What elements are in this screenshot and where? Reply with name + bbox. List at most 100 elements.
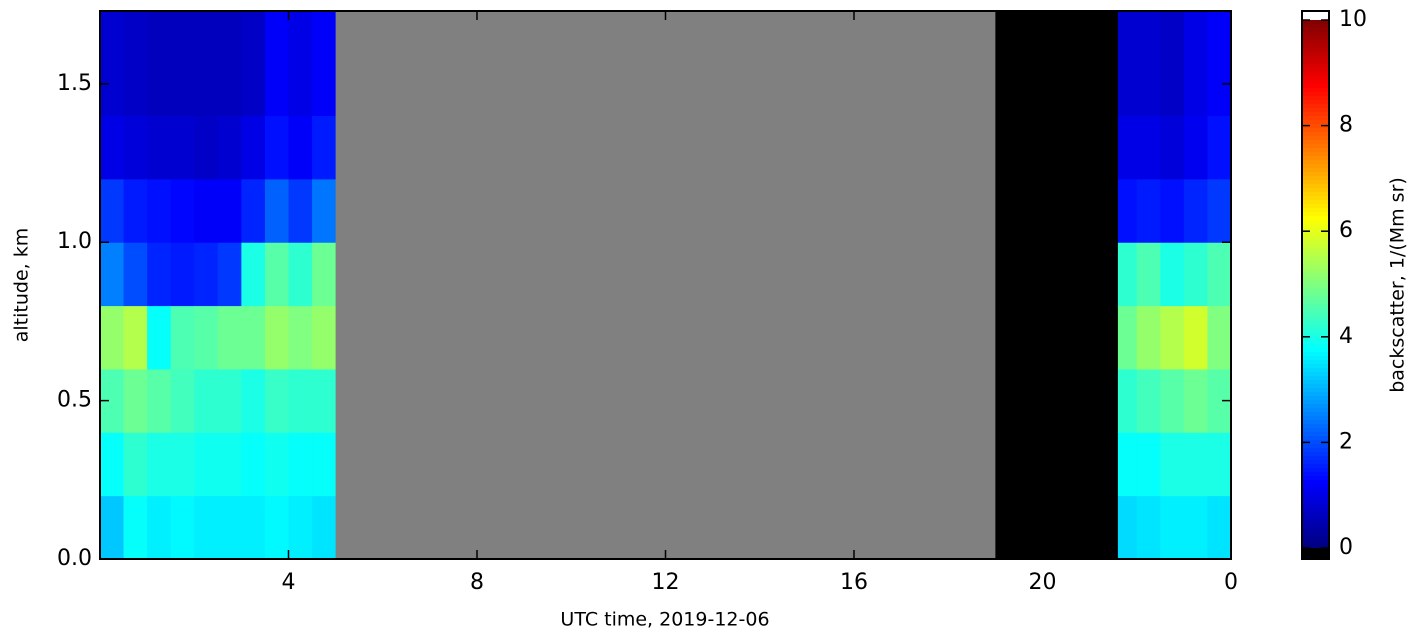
heatmap-cell [288,11,313,117]
colorbar-swatch [1302,312,1329,317]
heatmap-cell [100,178,125,243]
heatmap-cell [194,432,219,497]
colorbar-tick-label: 10 [1339,7,1367,32]
colorbar-swatch [1302,476,1329,481]
heatmap-cell [1117,305,1138,370]
heatmap-cell [312,368,337,433]
heatmap-cell [995,368,1119,433]
heatmap-cell [1117,368,1138,433]
colorbar-swatch [1302,448,1329,453]
colorbar-swatch [1302,244,1329,249]
colorbar-swatch [1302,420,1329,425]
y-tick-label: 1.5 [57,71,92,96]
y-axis-label: altitude, km [11,228,33,342]
heatmap-cell [100,115,125,180]
x-tick-label: 12 [652,570,680,595]
colorbar-swatch [1302,168,1329,173]
colorbar-swatch [1302,48,1329,53]
colorbar-swatch [1302,76,1329,81]
colorbar-swatch [1302,392,1329,397]
colorbar-swatch [1302,128,1329,133]
colorbar-swatch [1302,220,1329,225]
heatmap-cell [1207,432,1232,497]
colorbar-swatch [1302,44,1329,49]
colorbar-swatch [1302,240,1329,245]
heatmap-cell [147,368,172,433]
heatmap-cell [170,368,195,433]
heatmap-cell [241,305,266,370]
heatmap-cell [264,495,289,560]
heatmap-cell [1117,432,1138,497]
colorbar-swatch [1302,288,1329,293]
colorbar-frame [1301,10,1330,560]
colorbar-swatch [1302,296,1329,301]
colorbar-swatch [1302,208,1329,213]
colorbar-swatch [1302,472,1329,477]
colorbar-swatch [1302,404,1329,409]
heatmap-cell [170,305,195,370]
colorbar-swatch [1302,336,1329,341]
heatmap-cell [1117,115,1138,180]
colorbar-swatch [1302,416,1329,421]
colorbar-swatch [1302,248,1329,253]
x-tick-label: 4 [282,570,296,595]
colorbar-swatch [1302,64,1329,69]
colorbar-swatch [1302,24,1329,29]
y-tick-label: 0.5 [57,388,92,413]
heatmap-cell [1183,432,1208,497]
colorbar-swatch [1302,60,1329,65]
colorbar-swatch [1302,28,1329,33]
colorbar-swatch [1302,212,1329,217]
colorbar-swatch [1302,144,1329,149]
heatmap-cell [123,242,148,307]
heatmap-cell [170,11,195,117]
colorbar-over [1302,11,1329,20]
colorbar-swatch [1302,528,1329,533]
colorbar-label: backscatter, 1/(Mm sr) [1387,177,1409,393]
heatmap-cell [194,305,219,370]
heatmap-cell [1183,495,1208,560]
heatmap-cell [1160,178,1185,243]
heatmap-cell [264,11,289,117]
heatmap-cell [147,305,172,370]
heatmap-cell [335,495,996,560]
heatmap-cell [241,178,266,243]
colorbar-swatch [1302,256,1329,261]
colorbar-swatch [1302,504,1329,509]
colorbar-swatch [1302,384,1329,389]
heatmap-cell [241,368,266,433]
colorbar-swatch [1302,40,1329,45]
heatmap-cell [335,432,996,497]
heatmap-cell [123,368,148,433]
colorbar-swatch [1302,176,1329,181]
colorbar-swatch [1302,20,1329,25]
heatmap-cell [123,11,148,117]
heatmap-cell [241,242,266,307]
heatmap-cell [1136,242,1161,307]
heatmap-cell [1207,178,1232,243]
colorbar-swatch [1302,492,1329,497]
heatmap-cell [288,242,313,307]
heatmap-cell [217,432,242,497]
colorbar-swatch [1302,228,1329,233]
colorbar-swatch [1302,56,1329,61]
heatmap-cell [147,178,172,243]
heatmap-cell [217,305,242,370]
x-tick-label: 8 [470,570,484,595]
colorbar-swatch [1302,96,1329,101]
colorbar-swatch [1302,524,1329,529]
heatmap-cell [241,495,266,560]
colorbar-swatch [1302,140,1329,145]
heatmap-cell [194,115,219,180]
x-tick-label: 0 [1224,570,1238,595]
colorbar-swatch [1302,400,1329,405]
heatmap-cell [1207,11,1232,117]
colorbar-swatch [1302,500,1329,505]
colorbar-swatch [1302,408,1329,413]
colorbar-swatch [1302,372,1329,377]
colorbar-swatch [1302,224,1329,229]
colorbar-swatch [1302,468,1329,473]
heatmap-cell [264,242,289,307]
colorbar-swatch [1302,84,1329,89]
heatmap-cell [100,495,125,560]
